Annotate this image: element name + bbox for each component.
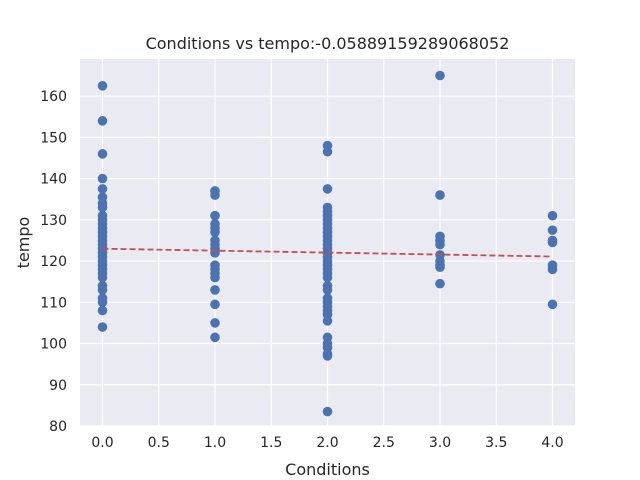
data-point	[97, 149, 108, 159]
x-tick-label: 3.5	[485, 435, 507, 451]
x-tick-label: 3.0	[429, 435, 451, 451]
data-point	[322, 285, 333, 295]
data-point	[547, 210, 558, 221]
data-point	[97, 116, 108, 126]
data-point	[97, 173, 108, 184]
y-tick-label: 110	[40, 295, 67, 311]
data-point	[97, 202, 108, 213]
data-point	[547, 299, 558, 310]
y-tick-label: 150	[40, 130, 67, 146]
x-tick-label: 2.0	[316, 435, 338, 451]
data-point	[435, 278, 445, 289]
data-point	[97, 322, 108, 332]
y-tick-label: 140	[40, 172, 67, 188]
y-tick-labels: 80 90 100 110 120 130 140 150 160	[40, 89, 67, 435]
data-point	[547, 225, 558, 235]
y-tick-label: 130	[40, 213, 67, 229]
data-point	[322, 184, 333, 194]
y-tick-label: 160	[40, 89, 67, 105]
data-point	[97, 297, 108, 308]
data-point	[97, 184, 108, 194]
data-point	[322, 316, 333, 326]
data-point	[210, 272, 220, 283]
data-point	[547, 264, 558, 275]
data-point	[435, 239, 445, 250]
data-point	[435, 262, 445, 273]
data-point	[210, 227, 220, 237]
data-point	[97, 81, 108, 91]
data-point	[97, 305, 108, 316]
y-tick-label: 120	[40, 254, 67, 270]
data-point	[435, 190, 445, 200]
data-point	[210, 285, 220, 295]
chart-title: Conditions vs tempo:-0.05889159289068052	[146, 34, 510, 53]
data-point	[210, 248, 220, 258]
data-point	[210, 332, 220, 343]
data-point	[210, 190, 220, 200]
data-point	[210, 210, 220, 221]
data-point	[322, 146, 333, 157]
y-tick-label: 100	[40, 337, 67, 353]
x-tick-label: 0.5	[148, 435, 170, 451]
data-point	[97, 285, 108, 295]
x-tick-label: 1.5	[260, 435, 282, 451]
data-point	[322, 351, 333, 361]
x-tick-labels: 0.0 0.5 1.0 1.5 2.0 2.5 3.0 3.5 4.0	[91, 435, 563, 451]
trend-line	[102, 247, 553, 258]
data-point	[322, 406, 333, 417]
data-point	[547, 237, 558, 248]
y-axis-label: tempo	[14, 217, 33, 269]
data-point	[210, 299, 220, 310]
y-tick-label: 90	[49, 378, 67, 394]
data-point	[322, 272, 333, 283]
x-tick-label: 1.0	[204, 435, 226, 451]
y-tick-label: 80	[49, 419, 67, 435]
data-point	[435, 70, 445, 81]
data-point	[210, 318, 220, 328]
x-tick-label: 2.5	[373, 435, 395, 451]
x-axis-label: Conditions	[285, 460, 370, 479]
x-tick-label: 4.0	[541, 435, 563, 451]
data-points	[97, 70, 558, 417]
x-tick-label: 0.0	[91, 435, 113, 451]
data-point	[97, 272, 108, 283]
